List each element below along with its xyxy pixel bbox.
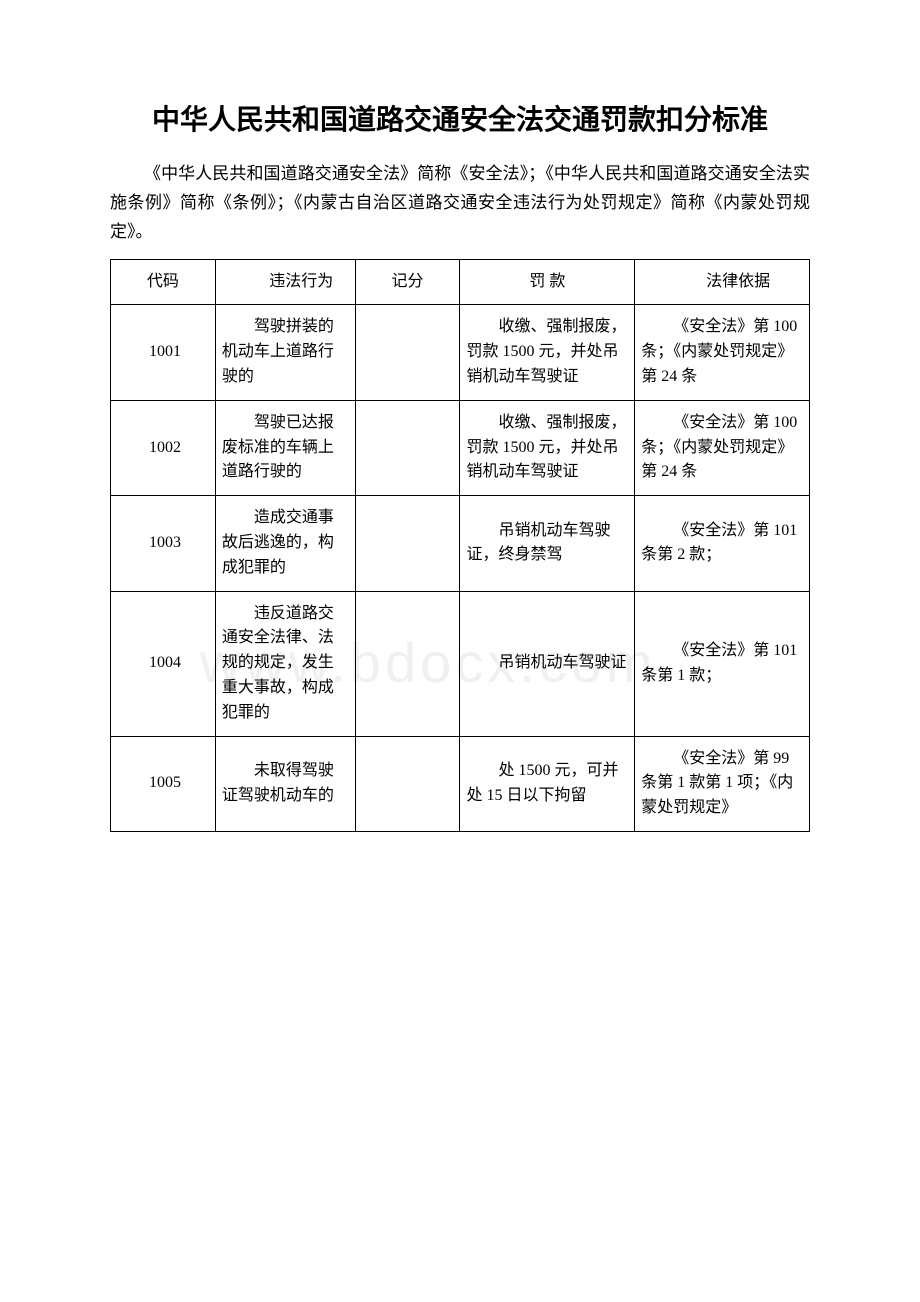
cell-score xyxy=(355,305,460,400)
page-title: 中华人民共和国道路交通安全法交通罚款扣分标准 xyxy=(110,100,810,142)
cell-violation: 驾驶拼装的机动车上道路行驶的 xyxy=(215,305,355,400)
cell-violation: 未取得驾驶证驾驶机动车的 xyxy=(215,736,355,831)
cell-code: 1001 xyxy=(111,305,216,400)
penalty-table: 代码 违法行为 记分 罚 款 法律依据 1001驾驶拼装的机动车上道路行驶的收缴… xyxy=(110,259,810,832)
cell-code: 1002 xyxy=(111,400,216,495)
table-header-row: 代码 违法行为 记分 罚 款 法律依据 xyxy=(111,259,810,305)
cell-law: 《安全法》第 101 条第 2 款； xyxy=(635,496,810,591)
cell-law: 《安全法》第 100 条；《内蒙处罚规定》第 24 条 xyxy=(635,400,810,495)
cell-fine: 吊销机动车驾驶证 xyxy=(460,591,635,736)
cell-fine: 收缴、强制报废，罚款 1500 元，并处吊销机动车驾驶证 xyxy=(460,305,635,400)
table-row: 1003造成交通事故后逃逸的，构成犯罪的 吊销机动车驾驶证，终身禁驾《安全法》第 … xyxy=(111,496,810,591)
header-code: 代码 xyxy=(111,259,216,305)
cell-code: 1005 xyxy=(111,736,216,831)
cell-violation: 造成交通事故后逃逸的，构成犯罪的 xyxy=(215,496,355,591)
cell-code: 1004 xyxy=(111,591,216,736)
cell-fine: 吊销机动车驾驶证，终身禁驾 xyxy=(460,496,635,591)
cell-score xyxy=(355,400,460,495)
header-law: 法律依据 xyxy=(635,259,810,305)
table-row: 1002驾驶已达报废标准的车辆上道路行驶的 收缴、强制报废，罚款 1500 元，并… xyxy=(111,400,810,495)
cell-score xyxy=(355,591,460,736)
cell-score xyxy=(355,736,460,831)
header-score: 记分 xyxy=(355,259,460,305)
cell-violation: 驾驶已达报废标准的车辆上道路行驶的 xyxy=(215,400,355,495)
header-violation: 违法行为 xyxy=(215,259,355,305)
header-fine: 罚 款 xyxy=(460,259,635,305)
cell-law: 《安全法》第 99 条第 1 款第 1 项；《内蒙处罚规定》 xyxy=(635,736,810,831)
cell-law: 《安全法》第 100 条；《内蒙处罚规定》第 24 条 xyxy=(635,305,810,400)
table-row: 1001驾驶拼装的机动车上道路行驶的 收缴、强制报废，罚款 1500 元，并处吊销… xyxy=(111,305,810,400)
cell-law: 《安全法》第 101 条第 1 款； xyxy=(635,591,810,736)
cell-score xyxy=(355,496,460,591)
cell-fine: 收缴、强制报废，罚款 1500 元，并处吊销机动车驾驶证 xyxy=(460,400,635,495)
table-row: 1004违反道路交通安全法律、法规的规定，发生重大事故，构成犯罪的吊销机动车驾驶… xyxy=(111,591,810,736)
intro-paragraph: 《中华人民共和国道路交通安全法》简称《安全法》；《中华人民共和国道路交通安全法实… xyxy=(110,160,810,247)
cell-violation: 违反道路交通安全法律、法规的规定，发生重大事故，构成犯罪的 xyxy=(215,591,355,736)
cell-code: 1003 xyxy=(111,496,216,591)
cell-fine: 处 1500 元，可并处 15 日以下拘留 xyxy=(460,736,635,831)
table-row: 1005未取得驾驶证驾驶机动车的 处 1500 元，可并处 15 日以下拘留《安全… xyxy=(111,736,810,831)
